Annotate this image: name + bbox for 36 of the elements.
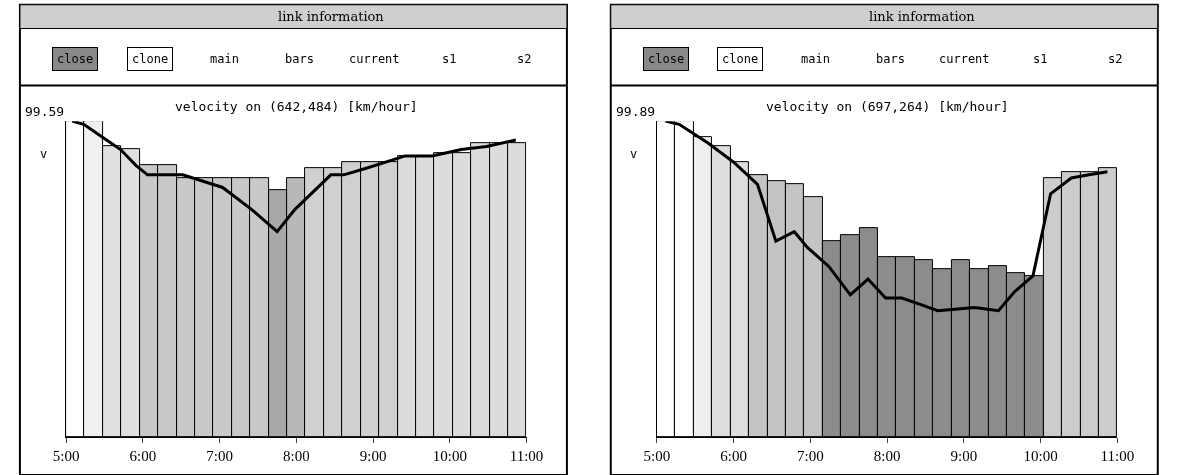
text: s1 (442, 52, 457, 66)
x-tick-label: 10:00 (1023, 448, 1058, 464)
text: s2 (1108, 52, 1123, 66)
x-tick-label: 8:00 (282, 448, 310, 464)
text: s1 (1033, 52, 1048, 66)
x-tick-label: 10:00 (432, 448, 467, 464)
x-tick-label: 5:00 (52, 448, 80, 464)
annotation: 99.89 (616, 104, 656, 119)
x-tick-label: 9:00 (359, 448, 387, 464)
y-axis-title: v (40, 147, 48, 161)
text: main (801, 52, 830, 66)
x-tick-label: 5:00 (643, 448, 671, 464)
text: close (57, 52, 94, 66)
text: current (939, 52, 990, 66)
annotation: 99.59 (25, 104, 65, 119)
y-axis-title: v (630, 147, 638, 161)
x-tick-label: 7:00 (206, 448, 233, 464)
x-tick-label: 9:00 (950, 448, 978, 464)
x-tick-label: 11:00 (509, 448, 544, 464)
x-tick-label: 11:00 (1100, 448, 1135, 464)
text: link information (869, 9, 976, 24)
x-tick-label: 7:00 (797, 448, 824, 464)
x-tick-label: 6:00 (720, 448, 748, 464)
text: s2 (517, 52, 532, 66)
text: clone (132, 52, 169, 66)
text: main (210, 52, 239, 66)
chart-title: velocity on (642,484) [km/hour] (175, 99, 418, 114)
text: link information (278, 9, 385, 24)
text: current (349, 52, 400, 66)
x-tick-label: 8:00 (873, 448, 901, 464)
text: bars (876, 52, 905, 66)
chart-title: velocity on (697,264) [km/hour] (766, 99, 1009, 114)
text: close (648, 52, 685, 66)
text: clone (722, 52, 759, 66)
x-tick-label: 6:00 (129, 448, 157, 464)
text: bars (285, 52, 314, 66)
